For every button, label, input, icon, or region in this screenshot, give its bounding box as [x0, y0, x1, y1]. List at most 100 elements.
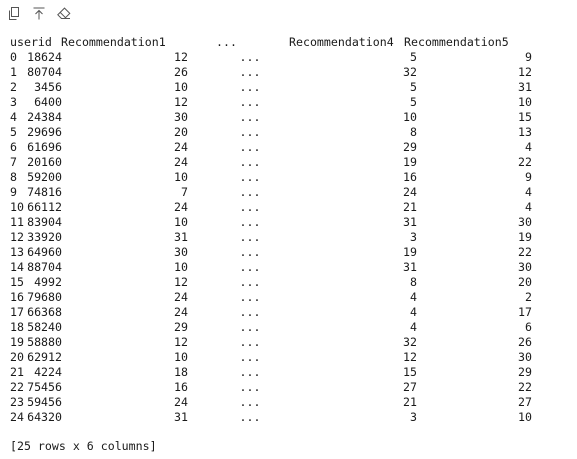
row-index: 8 — [10, 170, 17, 184]
cell-recommendation1: 24 — [174, 200, 188, 214]
cell-recommendation1: 24 — [174, 305, 188, 319]
cell-recommendation5: 2 — [525, 290, 532, 304]
cell-recommendation5: 30 — [518, 260, 532, 274]
cell-recommendation1: 18 — [174, 365, 188, 379]
cell-ellipsis: ... — [239, 155, 261, 169]
cell-userid: 4224 — [34, 365, 62, 379]
row-index: 0 — [10, 50, 17, 64]
row-index: 14 — [10, 260, 24, 274]
table-row: 1 80704 26... 32 12 — [10, 65, 570, 80]
cell-userid: 79680 — [27, 290, 62, 304]
cell-recommendation5: 22 — [518, 245, 532, 259]
cell-recommendation4: 27 — [403, 380, 417, 394]
column-header-recommendation4: Recommendation4 — [289, 35, 394, 49]
cell-userid: 20160 — [27, 155, 62, 169]
cell-recommendation4: 31 — [403, 260, 417, 274]
cell-ellipsis: ... — [239, 125, 261, 139]
column-header-ellipsis: ... — [216, 35, 237, 49]
cell-recommendation4: 19 — [403, 155, 417, 169]
cell-userid: 58240 — [27, 320, 62, 334]
cell-recommendation5: 27 — [518, 395, 532, 409]
row-index: 18 — [10, 320, 24, 334]
cell-recommendation1: 12 — [174, 275, 188, 289]
cell-recommendation5: 13 — [518, 125, 532, 139]
cell-recommendation4: 4 — [410, 305, 417, 319]
cell-recommendation1: 31 — [174, 410, 188, 424]
row-index: 23 — [10, 395, 24, 409]
cell-recommendation5: 26 — [518, 335, 532, 349]
table-row: 19 58880 12... 32 26 — [10, 335, 570, 350]
cell-recommendation1: 24 — [174, 155, 188, 169]
cell-recommendation4: 21 — [403, 200, 417, 214]
table-row: 16 79680 24... 4 2 — [10, 290, 570, 305]
cell-ellipsis: ... — [239, 200, 261, 214]
row-index: 15 — [10, 275, 24, 289]
cell-ellipsis: ... — [239, 335, 261, 349]
cell-recommendation4: 5 — [410, 80, 417, 94]
cell-recommendation1: 12 — [174, 335, 188, 349]
cell-recommendation5: 9 — [525, 170, 532, 184]
cell-recommendation4: 15 — [403, 365, 417, 379]
cell-recommendation1: 24 — [174, 290, 188, 304]
cell-recommendation1: 30 — [174, 110, 188, 124]
cell-recommendation5: 17 — [518, 305, 532, 319]
cell-ellipsis: ... — [239, 365, 261, 379]
pin-to-top-button[interactable] — [31, 5, 47, 21]
table-row: 5 29696 20... 8 13 — [10, 125, 570, 140]
cell-recommendation5: 4 — [525, 140, 532, 154]
cell-recommendation4: 21 — [403, 395, 417, 409]
row-index: 6 — [10, 140, 17, 154]
copy-icon — [8, 6, 20, 20]
cell-ellipsis: ... — [239, 350, 261, 364]
table-row: 22 75456 16... 27 22 — [10, 380, 570, 395]
row-index: 12 — [10, 230, 24, 244]
cell-recommendation5: 29 — [518, 365, 532, 379]
table-row: 9 74816 7... 24 4 — [10, 185, 570, 200]
cell-userid: 59200 — [27, 170, 62, 184]
table-row: 2 3456 10... 5 31 — [10, 80, 570, 95]
row-index: 10 — [10, 200, 24, 214]
eraser-icon — [57, 6, 71, 20]
table-row: 24 64320 31... 3 10 — [10, 410, 570, 425]
row-index: 22 — [10, 380, 24, 394]
column-header-userid: userid — [10, 35, 52, 49]
cell-userid: 18624 — [27, 50, 62, 64]
cell-recommendation1: 24 — [174, 395, 188, 409]
cell-recommendation4: 32 — [403, 65, 417, 79]
row-index: 5 — [10, 125, 17, 139]
cell-recommendation1: 30 — [174, 245, 188, 259]
cell-userid: 75456 — [27, 380, 62, 394]
cell-userid: 66112 — [27, 200, 62, 214]
cell-userid: 88704 — [27, 260, 62, 274]
cell-recommendation5: 4 — [525, 185, 532, 199]
cell-userid: 61696 — [27, 140, 62, 154]
cell-ellipsis: ... — [239, 380, 261, 394]
table-row: 18 58240 29... 4 6 — [10, 320, 570, 335]
row-index: 3 — [10, 95, 17, 109]
cell-ellipsis: ... — [239, 95, 261, 109]
pin-to-top-icon — [33, 7, 45, 20]
cell-recommendation5: 10 — [518, 410, 532, 424]
cell-userid: 24384 — [27, 110, 62, 124]
cell-recommendation1: 31 — [174, 230, 188, 244]
cell-ellipsis: ... — [239, 65, 261, 79]
cell-userid: 6400 — [34, 95, 62, 109]
cell-recommendation1: 7 — [181, 185, 188, 199]
table-row: 20 62912 10... 12 30 — [10, 350, 570, 365]
cell-ellipsis: ... — [239, 110, 261, 124]
clear-output-button[interactable] — [56, 5, 72, 21]
cell-userid: 58880 — [27, 335, 62, 349]
table-row: 6 61696 24... 29 4 — [10, 140, 570, 155]
cell-ellipsis: ... — [239, 320, 261, 334]
cell-userid: 3456 — [34, 80, 62, 94]
cell-recommendation1: 12 — [174, 95, 188, 109]
cell-recommendation4: 8 — [410, 125, 417, 139]
cell-recommendation5: 20 — [518, 275, 532, 289]
copy-button[interactable] — [6, 5, 22, 21]
cell-ellipsis: ... — [239, 305, 261, 319]
row-index: 21 — [10, 365, 24, 379]
dataframe-output: userid Recommendation1 ... Recommendatio… — [10, 35, 570, 454]
cell-recommendation1: 20 — [174, 125, 188, 139]
cell-userid: 64960 — [27, 245, 62, 259]
cell-recommendation1: 10 — [174, 260, 188, 274]
